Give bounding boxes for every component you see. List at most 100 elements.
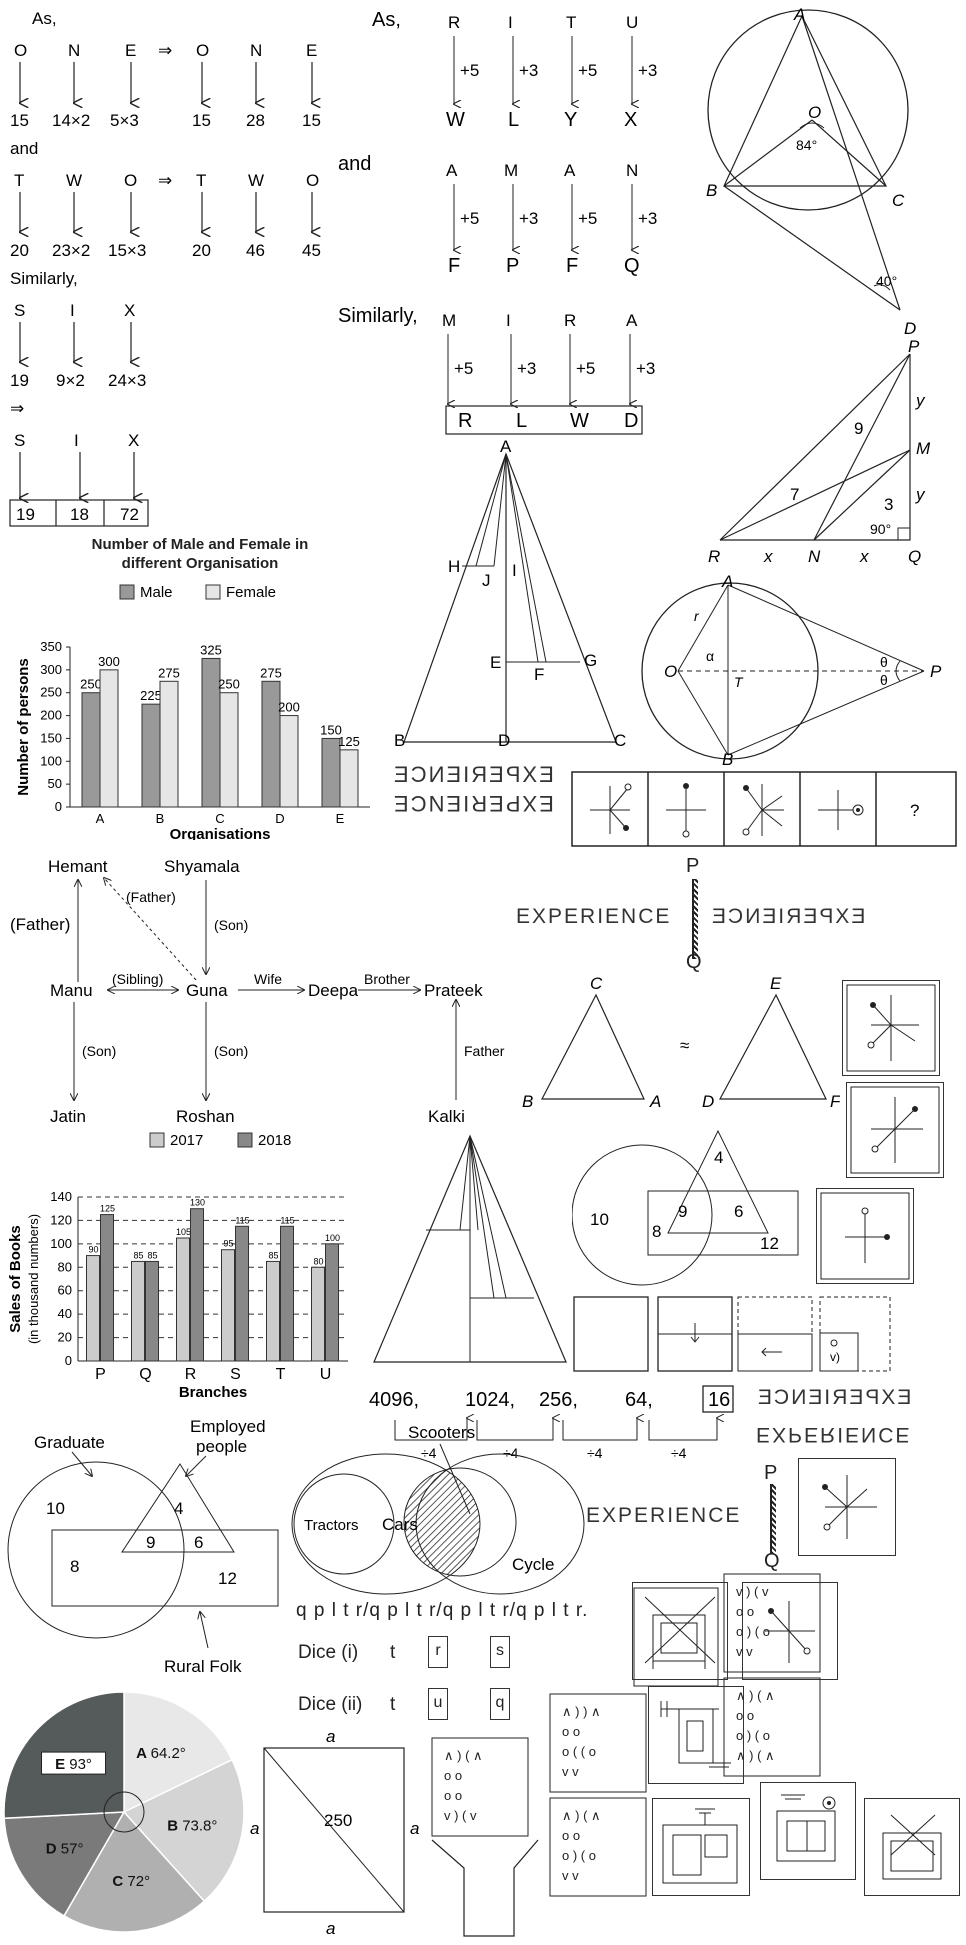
- option-figure-1[interactable]: [842, 980, 940, 1076]
- bar: [81, 692, 101, 808]
- answer-letter: R: [458, 410, 472, 432]
- person-roshan: Roshan: [176, 1107, 235, 1126]
- series-op: ÷4: [503, 1445, 519, 1458]
- value-9: 9: [678, 1202, 687, 1221]
- legend-swatch: [237, 1132, 253, 1148]
- person-prateek: Prateek: [424, 981, 483, 1000]
- shift: +3: [636, 359, 655, 378]
- experience-mirror-2: EXPERIENCE: [392, 790, 554, 816]
- bar: [190, 1208, 204, 1362]
- label-a: a: [326, 1919, 335, 1938]
- label-b: B: [722, 750, 733, 765]
- svg-text:o o: o o: [444, 1788, 462, 1803]
- letter: M: [442, 311, 456, 330]
- legend-swatch: [205, 584, 221, 600]
- y-tick-label: 250: [40, 685, 62, 700]
- label-a: A: [793, 5, 805, 24]
- similar-triangles: C B A E D F ≈: [520, 974, 842, 1115]
- option-figure-4[interactable]: [798, 1458, 896, 1556]
- bar: [339, 749, 359, 808]
- row2: T W O ⇒ T W O 20 23×2 15×3 20 46 45: [10, 171, 321, 260]
- option-figure-2[interactable]: [846, 1082, 944, 1178]
- fig-4: [818, 790, 864, 830]
- approx-symbol: ≈: [680, 1036, 689, 1055]
- person-jatin: Jatin: [50, 1107, 86, 1126]
- machine-figure-3[interactable]: [760, 1782, 856, 1880]
- letter: S: [14, 301, 25, 320]
- relation-wife: Wife: [254, 971, 282, 987]
- label-a: a: [326, 1730, 335, 1746]
- label-employed: Employed: [190, 1417, 266, 1436]
- letter: N: [250, 41, 262, 60]
- plus-figure[interactable]: [742, 1582, 838, 1680]
- letter: T: [566, 13, 576, 32]
- answer-letter: W: [570, 410, 589, 432]
- person-manu: Manu: [50, 981, 93, 1000]
- experience-mirror-1: EXPERIENCE: [392, 762, 554, 788]
- mirror-experience-pq: P EXPERIENCE EXPERIENCE Q: [516, 855, 956, 975]
- letter: F: [448, 255, 460, 277]
- pie-slice-label: E 93°: [55, 1756, 92, 1773]
- label-t: T: [734, 674, 744, 690]
- machine-figure-2[interactable]: [652, 1798, 750, 1896]
- letter: A: [564, 161, 576, 180]
- pyramid-triangle: [370, 1130, 570, 1370]
- value: 20: [10, 241, 29, 260]
- circle-geometry-1: A O 84° B C D 40°: [690, 0, 966, 340]
- label-q: Q: [764, 1550, 780, 1572]
- label-b: B: [706, 181, 717, 200]
- bar-value-label: 90: [88, 1245, 98, 1255]
- x-tick-label: T: [276, 1366, 286, 1383]
- letter: A: [446, 161, 458, 180]
- person-kalki: Kalki: [428, 1107, 465, 1126]
- y-axis-label: Sales of Books: [7, 1225, 24, 1333]
- bar-value-label: 200: [278, 700, 300, 715]
- svg-text:∧ ) ( ∧: ∧ ) ( ∧: [736, 1688, 775, 1703]
- letter: M: [504, 161, 518, 180]
- svg-text:o o: o o: [562, 1828, 580, 1843]
- value-250: 250: [324, 1811, 352, 1830]
- letter: A: [626, 311, 638, 330]
- label-people: people: [196, 1437, 247, 1456]
- x-tick-label: U: [320, 1366, 332, 1383]
- option-figure-3[interactable]: [816, 1188, 914, 1284]
- x-axis-label: Organisations: [170, 826, 271, 840]
- value-12: 12: [760, 1234, 779, 1253]
- left-code-diagram: As, O N E ⇒ O N E 15 14×2 5×3 15 28 15 a…: [9, 9, 321, 527]
- bar: [279, 715, 299, 808]
- dice-face: t: [390, 1642, 396, 1663]
- svg-text:v v: v v: [562, 1868, 579, 1883]
- person-hemant: Hemant: [48, 857, 108, 876]
- pie-slice: [62, 1810, 206, 1933]
- experience-flipped: EXPERIENCE: [756, 1423, 912, 1446]
- y-axis-sublabel: (in thousand numbers): [26, 1214, 41, 1344]
- dice-face-q: q: [490, 1688, 510, 1720]
- experience-text: EXPERIENCE: [586, 1504, 742, 1527]
- value-12: 12: [218, 1569, 237, 1588]
- cube-figure-2[interactable]: [864, 1798, 960, 1896]
- pie-slice: [122, 1758, 245, 1903]
- cube-figure-1[interactable]: [632, 1582, 728, 1680]
- series-op: ÷4: [587, 1445, 603, 1458]
- bar: [145, 1260, 159, 1362]
- letter: U: [626, 13, 638, 32]
- dice-section: Dice (i) t r s Dice (ii) t u q: [296, 1636, 536, 1726]
- bar-chart-1: Number of Male and Female in different O…: [0, 535, 390, 840]
- bar: [99, 669, 119, 808]
- letter: N: [68, 41, 80, 60]
- pie-center-circle: [103, 1791, 145, 1833]
- bar-value-label: 125: [338, 734, 360, 749]
- machine-figure-1[interactable]: [648, 1686, 744, 1784]
- value: 15: [192, 111, 211, 130]
- letter: I: [508, 13, 513, 32]
- value-6: 6: [194, 1533, 203, 1552]
- series-op: ÷4: [671, 1445, 687, 1458]
- experience-rotated: EXPERIENCE: [392, 791, 554, 816]
- label-3: 3: [884, 495, 893, 514]
- implies-symbol: ⇒: [158, 41, 172, 60]
- figure-sequence: ?: [570, 770, 960, 850]
- bar: [131, 1260, 145, 1362]
- value: 14×2: [52, 111, 90, 130]
- label-x: x: [763, 547, 773, 566]
- x-tick-label: A: [96, 811, 105, 826]
